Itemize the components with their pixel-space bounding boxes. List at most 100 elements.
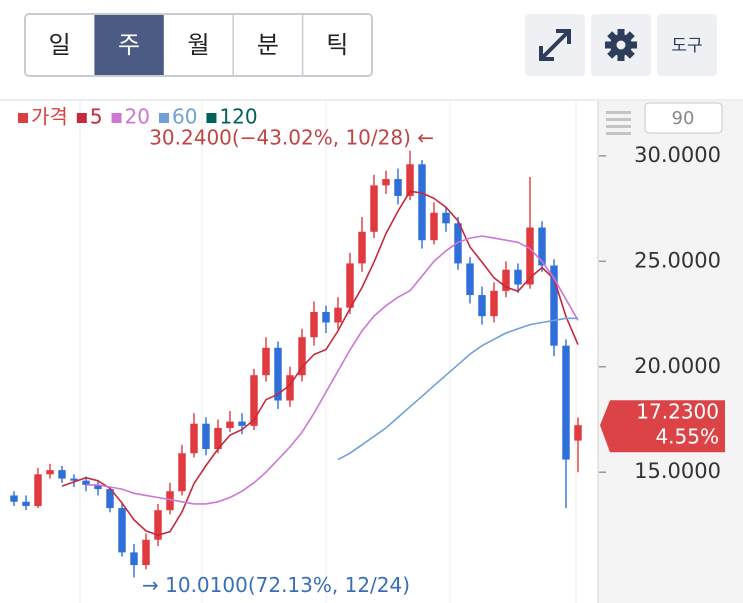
candle-body xyxy=(226,421,234,428)
tab-label: 일 xyxy=(49,31,71,59)
legend-swatch xyxy=(159,113,169,123)
y-tick-label: 30.0000 xyxy=(634,143,721,167)
price-tag-price: 17.2300 xyxy=(636,400,719,424)
legend-label: 20 xyxy=(125,105,150,129)
candle-body xyxy=(334,307,342,323)
candle-body xyxy=(550,265,558,346)
legend-label: 가격 xyxy=(31,105,68,129)
candle-body xyxy=(154,510,162,540)
candle-body xyxy=(202,423,210,450)
price-tag-bg xyxy=(600,400,725,453)
candle-body xyxy=(454,223,462,264)
legend: 가격 5 20 60 120 xyxy=(18,105,258,129)
candle-body xyxy=(142,539,150,566)
legend-swatch xyxy=(111,113,122,123)
candle-body xyxy=(22,501,30,506)
zoom-value: 90 xyxy=(672,108,695,129)
tab-label: 주 xyxy=(118,31,140,59)
candle-body xyxy=(82,480,90,485)
legend-swatch xyxy=(206,113,217,123)
candle-body xyxy=(286,375,294,401)
candle-body xyxy=(274,347,282,401)
tab-selected-bg xyxy=(94,15,164,75)
candle-body xyxy=(526,227,534,285)
candle-body xyxy=(262,347,270,376)
expand-button[interactable] xyxy=(525,14,585,76)
candle-body xyxy=(358,231,366,264)
tab-label: 월 xyxy=(187,31,209,59)
expand-icon xyxy=(539,29,571,61)
candle-body xyxy=(394,179,402,196)
candle-body xyxy=(478,295,486,317)
candle-body xyxy=(118,508,126,553)
candle-body xyxy=(298,337,306,376)
button-bg xyxy=(657,14,717,76)
candle-body xyxy=(430,212,438,241)
y-tick-label: 15.0000 xyxy=(634,459,721,483)
candle-body xyxy=(490,290,498,317)
legend-swatch xyxy=(76,113,87,123)
tab-label: 분 xyxy=(257,31,279,59)
settings-button[interactable] xyxy=(591,14,651,76)
menu-icon[interactable] xyxy=(606,111,631,135)
candle-body xyxy=(310,311,318,338)
candle-body xyxy=(34,474,42,506)
candle-body xyxy=(58,470,66,479)
candle-body xyxy=(94,484,102,490)
axis-panel xyxy=(598,101,743,603)
tab-label: 틱 xyxy=(326,31,348,59)
period-tab[interactable]: 틱 xyxy=(301,15,349,75)
ma-line xyxy=(337,317,578,461)
y-tick-label: 25.0000 xyxy=(634,248,721,272)
candle-body xyxy=(370,185,378,232)
period-tab[interactable]: 월 xyxy=(187,31,209,59)
gear-icon xyxy=(605,29,637,61)
candle-body xyxy=(70,478,78,481)
ma-line xyxy=(86,235,579,505)
candle-body xyxy=(562,345,570,460)
ma-line xyxy=(61,190,579,536)
candle-body xyxy=(10,495,18,502)
legend-label: 120 xyxy=(219,105,257,129)
candle-body xyxy=(382,179,390,186)
tool-button[interactable]: 도구 xyxy=(657,14,717,76)
plot: 15.0000 20.0000 25.0000 30.0000 30.2400(−43.… xyxy=(10,125,725,597)
candle-body xyxy=(442,212,450,224)
candle-body xyxy=(514,269,522,285)
candle-body xyxy=(166,491,174,511)
candle-body xyxy=(406,164,414,196)
legend-label: 5 xyxy=(90,105,103,129)
candle-body xyxy=(178,453,186,492)
candle-body xyxy=(238,421,246,426)
tool-label: 도구 xyxy=(671,36,702,56)
low-annotation: → 10.0100(72.13%, 12/24) xyxy=(142,573,410,597)
candle-body xyxy=(346,263,354,308)
candle-body xyxy=(46,470,54,475)
period-tab[interactable]: 일 xyxy=(49,31,71,59)
legend-label: 60 xyxy=(172,105,197,129)
price-tag-change: 4.55% xyxy=(655,425,719,449)
candle-body xyxy=(106,489,114,509)
candle-body xyxy=(574,425,582,441)
zoom-frame xyxy=(644,102,723,134)
candle-body xyxy=(250,375,258,426)
period-tab[interactable]: 분 xyxy=(232,15,279,75)
y-tick-label: 20.0000 xyxy=(634,354,721,378)
candle-body xyxy=(502,269,510,291)
zoom-box[interactable]: 90 xyxy=(644,102,723,134)
legend-swatch xyxy=(18,113,28,123)
candle-body xyxy=(538,227,546,266)
candle-body xyxy=(418,164,426,241)
candle-body xyxy=(322,311,330,323)
high-annotation: 30.2400(−43.02%, 10/28) ← xyxy=(149,125,434,149)
vertical-grid xyxy=(79,101,577,603)
period-tab[interactable]: 주 xyxy=(94,15,164,75)
candle-body xyxy=(466,263,474,296)
candle-body xyxy=(214,427,222,450)
candle-body xyxy=(190,423,198,454)
candle-body xyxy=(130,552,138,566)
